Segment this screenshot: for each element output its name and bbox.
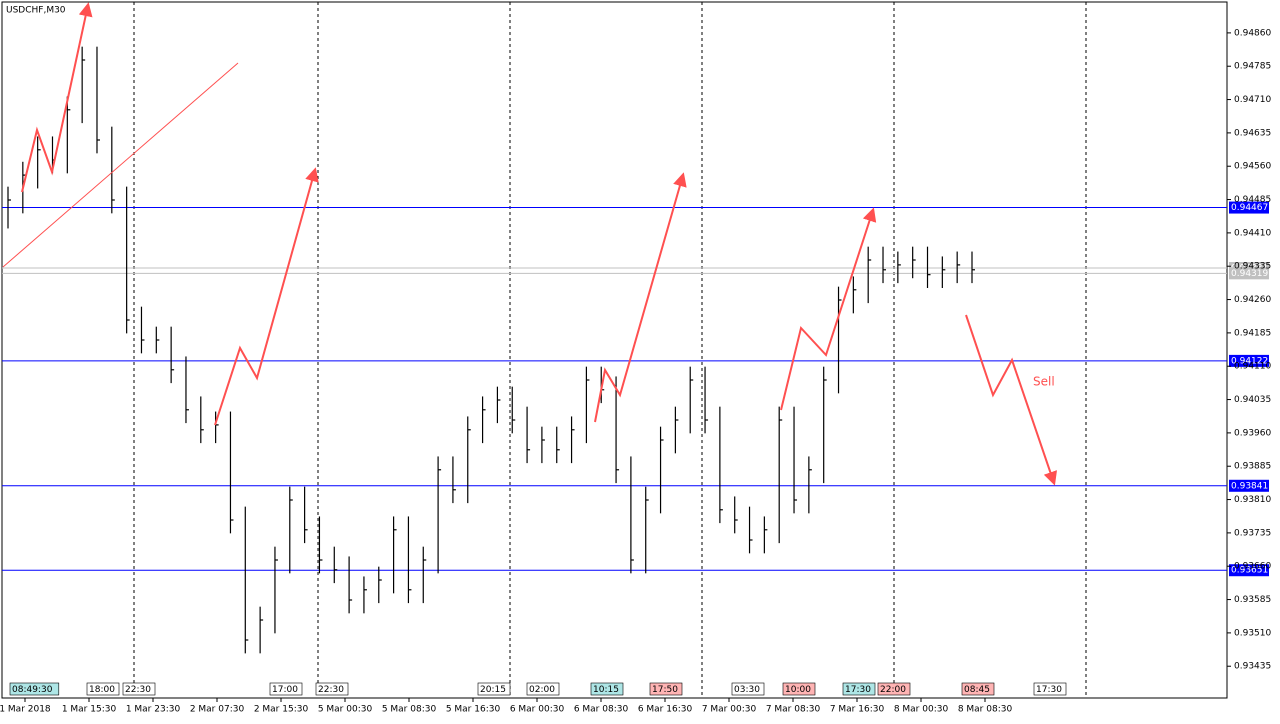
y-tick-label: 0.93885	[1234, 462, 1271, 472]
time-marker-box	[782, 682, 816, 696]
y-tick-label: 0.94635	[1234, 128, 1271, 138]
x-tick-label: 1 Mar 2018	[0, 705, 51, 715]
time-marker: 10:15	[593, 685, 619, 695]
x-tick-label: 7 Mar 00:30	[702, 705, 757, 715]
y-tick-label: 0.94185	[1234, 328, 1271, 338]
x-tick-label: 5 Mar 00:30	[318, 705, 373, 715]
annotation: Sell	[1033, 375, 1055, 389]
y-tick-label: 0.94335	[1234, 262, 1271, 272]
time-marker: 20:15	[480, 685, 506, 695]
level-label: 0.94122	[1231, 356, 1268, 366]
time-marker-box	[526, 682, 560, 696]
y-tick-label: 0.94860	[1234, 28, 1271, 38]
time-marker: 17:00	[272, 685, 298, 695]
level-label: 0.94319	[1231, 269, 1268, 279]
time-marker: 22:00	[880, 685, 906, 695]
x-tick-label: 7 Mar 16:30	[830, 705, 885, 715]
chart-title: USDCHF,M30	[6, 6, 66, 16]
x-tick-label: 2 Mar 15:30	[254, 705, 309, 715]
time-marker-box	[122, 682, 156, 696]
time-marker-box	[1033, 682, 1067, 696]
time-marker: 17:30	[845, 685, 871, 695]
x-tick-label: 8 Mar 08:30	[958, 705, 1013, 715]
y-tick-label: 0.94410	[1234, 228, 1271, 238]
y-tick-label: 0.93585	[1234, 595, 1271, 605]
y-tick-label: 0.93810	[1234, 495, 1271, 505]
level-label: 0.93841	[1231, 481, 1268, 491]
time-marker: 02:00	[529, 685, 555, 695]
time-marker: 18:00	[89, 685, 115, 695]
time-marker-box	[649, 682, 683, 696]
x-tick-label: 8 Mar 00:30	[894, 705, 949, 715]
time-marker-box	[877, 682, 911, 696]
level-label-box	[1229, 564, 1269, 577]
time-marker: 08:49:30	[12, 685, 53, 695]
y-tick-label: 0.93960	[1234, 428, 1271, 438]
day-separators	[133, 2, 1087, 698]
time-marker-box	[269, 682, 303, 696]
time-marker-box	[731, 682, 765, 696]
time-marker: 17:30	[1036, 685, 1062, 695]
y-tick-label: 0.93660	[1234, 562, 1271, 572]
annotations	[2, 2, 1058, 486]
y-tick-label: 0.94485	[1234, 195, 1271, 205]
y-tick-label: 0.93435	[1234, 662, 1271, 672]
x-tick-label: 1 Mar 23:30	[126, 705, 181, 715]
time-marker: 22:30	[125, 685, 151, 695]
time-marker-box	[842, 682, 876, 696]
x-tick-label: 5 Mar 08:30	[382, 705, 437, 715]
y-tick-label: 0.94110	[1234, 362, 1271, 372]
level-label-box	[1229, 201, 1269, 214]
x-tick-label: 5 Mar 16:30	[446, 705, 501, 715]
time-marker: 08:45	[964, 685, 990, 695]
x-tick-label: 7 Mar 08:30	[766, 705, 821, 715]
axes: 0.94860 0.94785 0.94710 0.94635 0.94560 0.944…	[0, 28, 1271, 714]
time-marker-box	[315, 682, 349, 696]
levels: 0.944670.941220.938410.936510.943310.943…	[2, 201, 1269, 577]
x-tick-label: 6 Mar 16:30	[638, 705, 693, 715]
y-tick-label: 0.94785	[1234, 62, 1271, 72]
level-label-box	[1229, 267, 1269, 280]
level-label: 0.93651	[1231, 566, 1268, 576]
time-marker: 22:30	[318, 685, 344, 695]
y-tick-label: 0.94560	[1234, 162, 1271, 172]
time-marker: 17:50	[652, 685, 678, 695]
x-tick-label: 6 Mar 08:30	[574, 705, 629, 715]
time-marker-box	[86, 682, 120, 696]
y-tick-label: 0.94035	[1234, 395, 1271, 405]
y-tick-label: 0.93735	[1234, 528, 1271, 538]
time-marker: 03:30	[734, 685, 760, 695]
y-tick-label: 0.93510	[1234, 628, 1271, 638]
time-marker-box	[590, 682, 624, 696]
time-marker-box	[477, 682, 511, 696]
time-marker-box	[961, 682, 995, 696]
y-tick-label: 0.94710	[1234, 95, 1271, 105]
level-label-box	[1229, 479, 1269, 492]
level-label-box	[1229, 354, 1269, 367]
bars	[7, 46, 975, 654]
y-tick-label: 0.94260	[1234, 295, 1271, 305]
plot-frame	[1, 1, 1228, 699]
x-tick-label: 2 Mar 07:30	[190, 705, 245, 715]
time-marker-box	[9, 682, 60, 696]
x-tick-label: 6 Mar 00:30	[510, 705, 565, 715]
time-marker: 10:00	[785, 685, 811, 695]
x-tick-label: 1 Mar 15:30	[62, 705, 117, 715]
level-label: 0.94467	[1231, 203, 1268, 213]
